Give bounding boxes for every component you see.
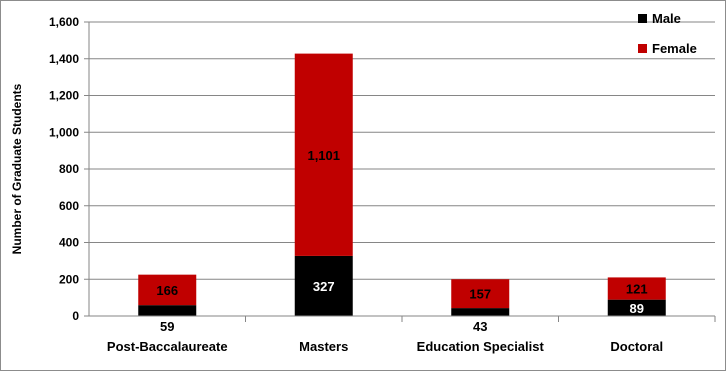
data-label-male: 43: [473, 319, 487, 334]
y-tick-label: 0: [72, 309, 79, 323]
y-tick-label: 1,600: [49, 15, 79, 29]
y-tick-label: 1,400: [49, 52, 79, 66]
data-label-male: 327: [313, 279, 335, 294]
legend-swatch: [638, 14, 647, 23]
x-tick-label: Post-Baccalaureate: [107, 339, 228, 354]
legend: Male Female: [638, 11, 697, 56]
legend-swatch: [638, 44, 647, 53]
y-tick-label: 400: [59, 236, 79, 250]
bar-male: [138, 305, 197, 316]
y-axis-label: Number of Graduate Students: [10, 83, 24, 254]
bar-female: [138, 274, 197, 306]
data-label-male: 89: [630, 301, 644, 316]
gridlines: [89, 21, 715, 280]
bars: [138, 53, 666, 316]
data-labels: 166 59 1,101 327 157 43 121 89: [156, 148, 647, 334]
y-tick-label: 1,000: [49, 125, 79, 139]
y-tick-label: 1,200: [49, 89, 79, 103]
bar-female: [294, 53, 353, 256]
x-tick-label: Masters: [299, 339, 348, 354]
legend-label: Male: [652, 11, 681, 26]
data-label-female: 1,101: [307, 148, 340, 163]
y-tick-labels: 0 200 400 600 800 1,000 1,200 1,400 1,600: [49, 15, 89, 323]
bar-male: [451, 308, 510, 316]
legend-label: Female: [652, 41, 697, 56]
bar-female: [607, 277, 666, 300]
data-label-male: 59: [160, 319, 174, 334]
data-label-female: 157: [469, 287, 491, 302]
data-label-female: 121: [626, 282, 648, 297]
y-tick-label: 600: [59, 199, 79, 213]
bar-male: [294, 255, 353, 316]
x-tick-labels: Post-Baccalaureate Masters Education Speci…: [107, 316, 716, 354]
y-tick-label: 800: [59, 162, 79, 176]
x-tick-label: Doctoral: [610, 339, 663, 354]
data-label-female: 166: [156, 283, 178, 298]
y-tick-label: 200: [59, 272, 79, 286]
x-tick-label: Education Specialist: [417, 339, 545, 354]
bar-female: [451, 279, 510, 309]
bar-male: [607, 299, 666, 316]
